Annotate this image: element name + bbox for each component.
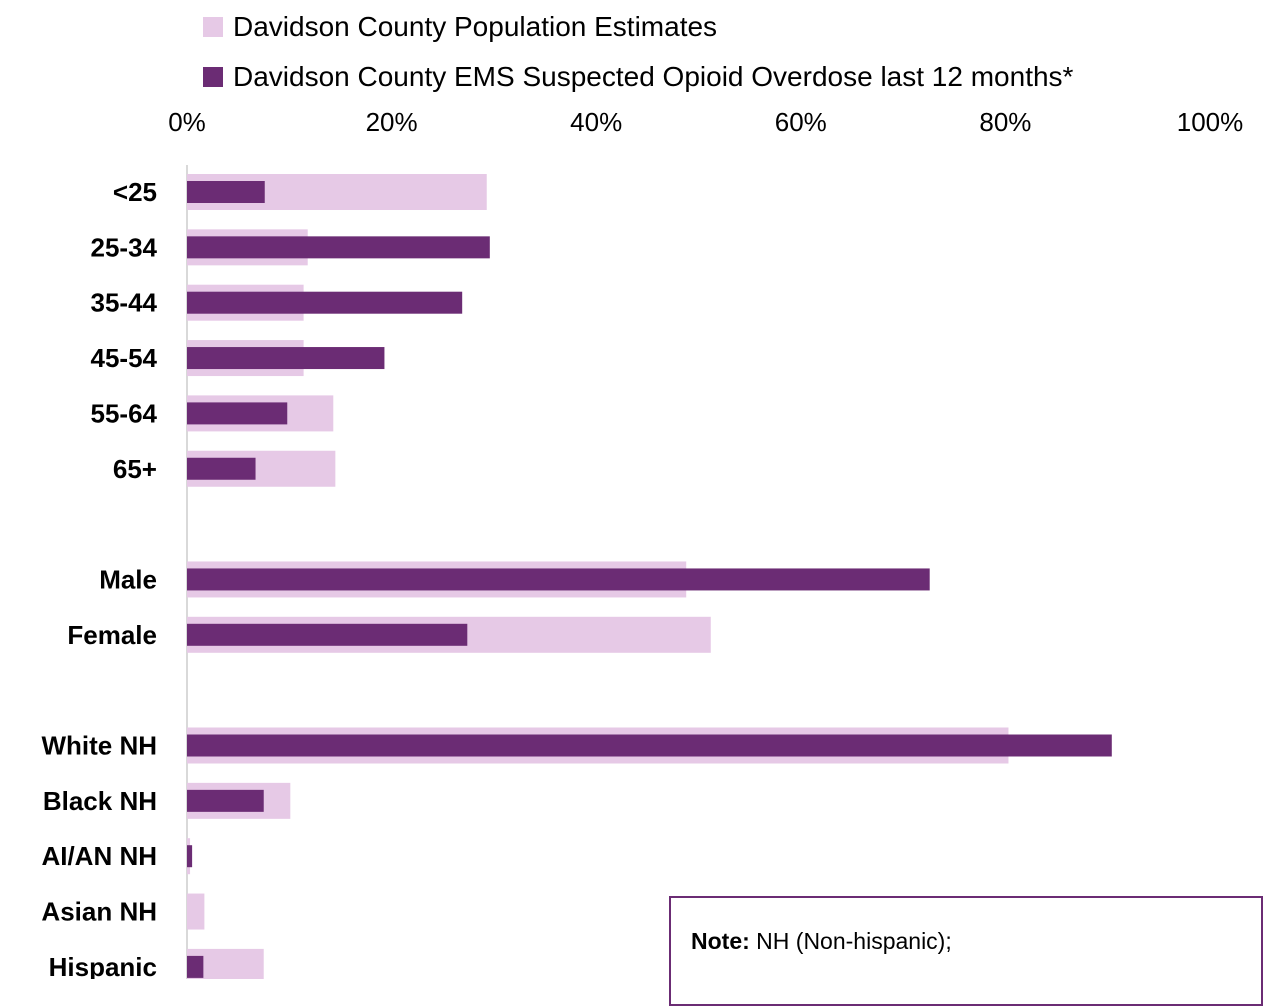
bar-ems-25 [187,181,265,203]
x-tick-label: 20% [366,107,418,137]
bar-ems-hispanic [187,955,204,978]
bar-ems-white-nh [187,734,1112,757]
x-tick-label: 80% [979,107,1031,137]
note-body: NH (Non-hispanic); [749,928,952,954]
category-label-45-54: 45-54 [91,343,158,373]
note-text: Note: NH (Non-hispanic); [691,928,952,955]
x-tick-label: 40% [570,107,622,137]
note-box: Note: NH (Non-hispanic); [669,896,1263,1006]
category-label-55-64: 55-64 [91,398,158,428]
x-tick-label: 0% [168,107,206,137]
category-label-25-34: 25-34 [91,232,158,262]
category-label-35-44: 35-44 [91,288,158,318]
legend-label-population: Davidson County Population Estimates [233,11,717,42]
bars [187,174,1112,979]
legend: Davidson County Population Estimates Davi… [203,11,1074,92]
category-label-asian-nh: Asian NH [41,897,157,927]
bar-ems-35-44 [187,291,463,314]
category-labels: <25 25-34 35-44 45-54 55-64 65+ Male Female Whit… [41,177,157,979]
bar-ems-45-54 [187,347,385,370]
x-tick-label: 100% [1177,107,1244,137]
bar-ems-black-nh [187,789,264,812]
bar-chart: Davidson County Population Estimates Davi… [41,11,1243,979]
category-label-black-nh: Black NH [43,786,157,816]
category-label-ai-an-nh: AI/AN NH [41,841,157,871]
category-label-male: Male [99,564,157,594]
category-label-hispanic: Hispanic [49,952,157,979]
bar-ems-25-34 [187,236,490,259]
bar-ems-male [187,568,930,591]
chart: Davidson County Population Estimates Davi… [41,11,1263,1006]
bar-ems-female [187,623,468,646]
bar-ems-55-64 [187,402,288,425]
category-label-65: 65+ [113,454,157,484]
category-label-white-nh: White NH [41,731,157,761]
bar-ems-65 [187,457,256,480]
x-axis-ticks: 0% 20% 40% 60% 80% 100% [168,107,1243,137]
legend-label-ems: Davidson County EMS Suspected Opioid Ove… [233,61,1074,92]
legend-swatch-ems [203,67,223,87]
note-label: Note: [691,928,750,954]
x-tick-label: 60% [775,107,827,137]
bar-population-asian-nh [187,893,205,930]
legend-swatch-population [203,17,223,37]
category-label-25: <25 [113,177,157,207]
bar-ems-ai-an-nh [187,845,193,868]
category-label-female: Female [67,620,157,650]
